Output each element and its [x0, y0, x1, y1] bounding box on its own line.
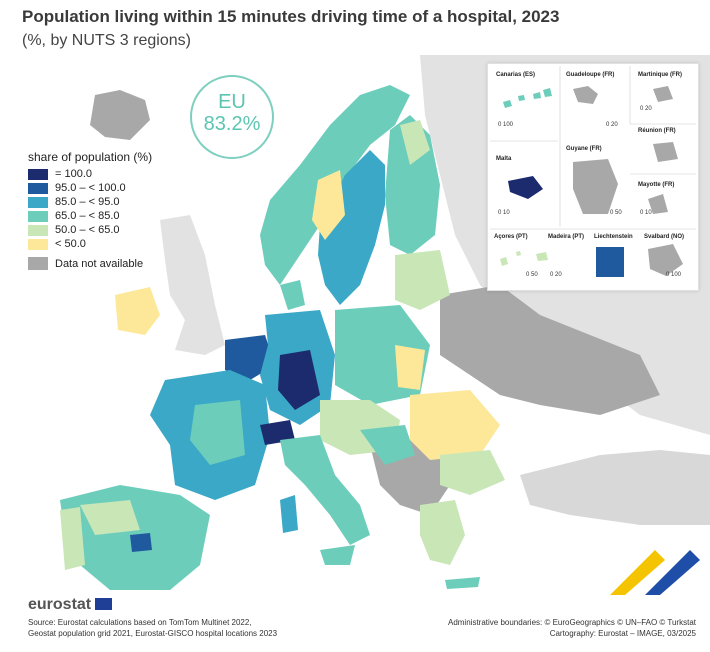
greece-region: [420, 500, 465, 565]
inset-label: Martinique (FR): [638, 72, 682, 78]
logo-text: eurostat: [28, 596, 92, 613]
inset-label: Mayotte (FR): [638, 182, 675, 188]
switzerland-region: [260, 420, 295, 445]
sardinia-region: [280, 495, 298, 533]
romania-region: [410, 390, 500, 460]
scale-label: 0 50: [526, 272, 538, 278]
inset-label: Svalbard (NO): [644, 234, 685, 240]
scale-label: 0 10: [640, 210, 652, 216]
legend-item-na: Data not available: [28, 257, 152, 270]
inset-label: Réunion (FR): [638, 128, 676, 134]
credit-line: Administrative boundaries: © EuroGeograp…: [447, 618, 696, 627]
legend-swatch: [28, 238, 48, 250]
ireland-region: [115, 287, 160, 335]
scale-label: 0 20: [640, 106, 652, 112]
eu-label: EU: [218, 91, 246, 113]
legend-swatch: [28, 257, 48, 270]
inset-guadeloupe: Guadeloupe (FR): [566, 72, 614, 78]
inset-reunion: Réunion (FR): [638, 128, 676, 134]
legend-label: = 100.0: [55, 168, 93, 180]
credit-line: Cartography: Eurostat – IMAGE, 03/2025: [549, 629, 696, 638]
inset-malta: Malta: [496, 156, 511, 162]
sweden-south: [312, 170, 345, 240]
eurostat-stripe-blue: [645, 550, 700, 595]
legend-swatch: [28, 182, 48, 194]
finland-north: [400, 120, 430, 165]
portugal-region: [60, 507, 85, 570]
legend-item: 65.0 – < 85.0: [28, 209, 152, 223]
legend-label: 50.0 – < 65.0: [55, 224, 120, 236]
inset-label: Canarias (ES): [496, 72, 536, 78]
spain-north: [80, 500, 140, 535]
inset-dividers: [490, 66, 696, 277]
inset-guyane: Guyane (FR): [566, 146, 602, 152]
sweden-region: [318, 150, 385, 305]
source-line: Geostat population grid 2021, Eurostat-G…: [28, 629, 278, 638]
scale-label: 0 100: [498, 122, 514, 128]
inset-panel: Canarias (ES) 0 100 Guadeloupe (FR) 0 20…: [487, 63, 699, 291]
scale-label: 0 20: [550, 272, 562, 278]
inset-liechtenstein: Liechtenstein: [594, 234, 633, 240]
inset-label: Açores (PT): [494, 234, 528, 240]
inset-canarias: Canarias (ES): [496, 72, 535, 78]
inset-acores: Açores (PT): [494, 234, 528, 240]
legend-item: = 100.0: [28, 167, 152, 181]
inset-label: Liechtenstein: [594, 234, 633, 240]
map-title: Population living within 15 minutes driv…: [22, 7, 560, 26]
scale-label: 0 10: [498, 210, 510, 216]
denmark-region: [280, 280, 305, 310]
source-note: Source: Eurostat calculations based on T…: [28, 617, 277, 639]
eu-value: 83.2%: [203, 113, 261, 135]
source-line: Source: Eurostat calculations based on T…: [28, 618, 252, 627]
iceland-land: [90, 90, 150, 140]
legend-item: 85.0 – < 95.0: [28, 195, 152, 209]
scale-label: 0 50: [610, 210, 622, 216]
legend: share of population (%) = 100.0 95.0 – <…: [28, 150, 152, 270]
crete-region: [445, 577, 480, 589]
legend-item: 95.0 – < 100.0: [28, 181, 152, 195]
inset-label: Madeira (PT): [548, 234, 585, 240]
eu-flag-icon: [95, 598, 113, 610]
uk-land: [160, 215, 225, 355]
eu-summary-badge: EU 83.2%: [190, 75, 274, 159]
legend-item: 50.0 – < 65.0: [28, 223, 152, 237]
scale-label: 0 20: [606, 122, 618, 128]
baltic-states: [395, 250, 450, 310]
scale-label: 0 100: [666, 272, 682, 278]
legend-title: share of population (%): [28, 150, 153, 164]
legend-label: Data not available: [55, 257, 144, 270]
ukraine-belarus-land: [440, 285, 660, 415]
legend-label: 95.0 – < 100.0: [55, 182, 126, 194]
inset-martinique: Martinique (FR): [638, 72, 682, 78]
bulgaria-region: [440, 450, 505, 495]
legend-swatch: [28, 224, 48, 236]
poland-east: [395, 345, 425, 390]
inset-label: Guyane (FR): [566, 146, 602, 152]
eurostat-stripe-yellow: [610, 550, 665, 595]
legend-item: < 50.0: [28, 237, 152, 251]
inset-label: Guadeloupe (FR): [566, 72, 615, 78]
madrid-region: [130, 533, 152, 552]
inset-madeira: Madeira (PT): [548, 234, 584, 240]
inset-mayotte: Mayotte (FR): [638, 182, 674, 188]
legend-swatch: [28, 168, 48, 180]
legend-label: 85.0 – < 95.0: [55, 196, 120, 208]
france-center: [190, 400, 245, 465]
turkey-land: [520, 450, 710, 525]
italy-region: [280, 435, 370, 545]
legend-label: 65.0 – < 85.0: [55, 210, 120, 222]
map-subtitle: (%, by NUTS 3 regions): [22, 32, 191, 49]
legend-swatch: [28, 210, 48, 222]
sicily-region: [320, 545, 355, 565]
legend-label: < 50.0: [55, 238, 86, 250]
inset-svalbard: Svalbard (NO): [644, 234, 684, 240]
inset-label: Malta: [496, 156, 512, 162]
hungary-region: [360, 425, 415, 465]
legend-swatch: [28, 196, 48, 208]
germany-dense: [278, 350, 320, 410]
eurostat-logo: eurostat: [28, 596, 113, 614]
credit-note: Administrative boundaries: © EuroGeograp…: [448, 617, 696, 639]
